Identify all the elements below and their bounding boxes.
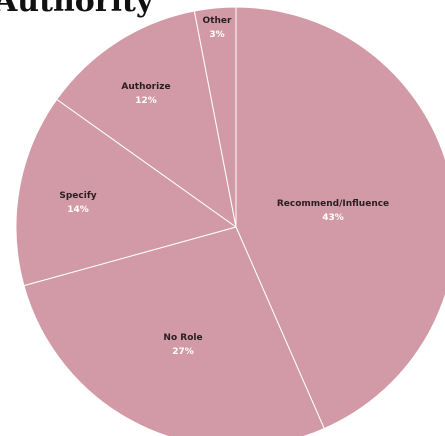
pie-slice-other bbox=[193, 6, 237, 228]
slice-value-no-role: 27% bbox=[172, 347, 194, 357]
slice-label-recommend-influence: Recommend/Influence bbox=[277, 199, 389, 209]
slice-label-authorize: Authorize bbox=[121, 82, 170, 92]
pie-slice-authorize bbox=[56, 10, 237, 229]
slice-label-no-role: No Role bbox=[163, 333, 202, 343]
slice-value-specify: 14% bbox=[67, 205, 89, 215]
slice-value-recommend-influence: 43% bbox=[322, 213, 344, 223]
slice-value-authorize: 12% bbox=[135, 96, 157, 106]
slice-label-specify: Specify bbox=[59, 191, 96, 201]
pie-slice-recommend-influence bbox=[235, 6, 445, 430]
slice-value-other: 3% bbox=[209, 30, 224, 40]
pie-slice-no-role bbox=[23, 226, 325, 436]
chart-title: Authority bbox=[0, 0, 154, 19]
pie-slice-specify bbox=[15, 98, 238, 287]
slice-label-other: Other bbox=[203, 16, 232, 26]
